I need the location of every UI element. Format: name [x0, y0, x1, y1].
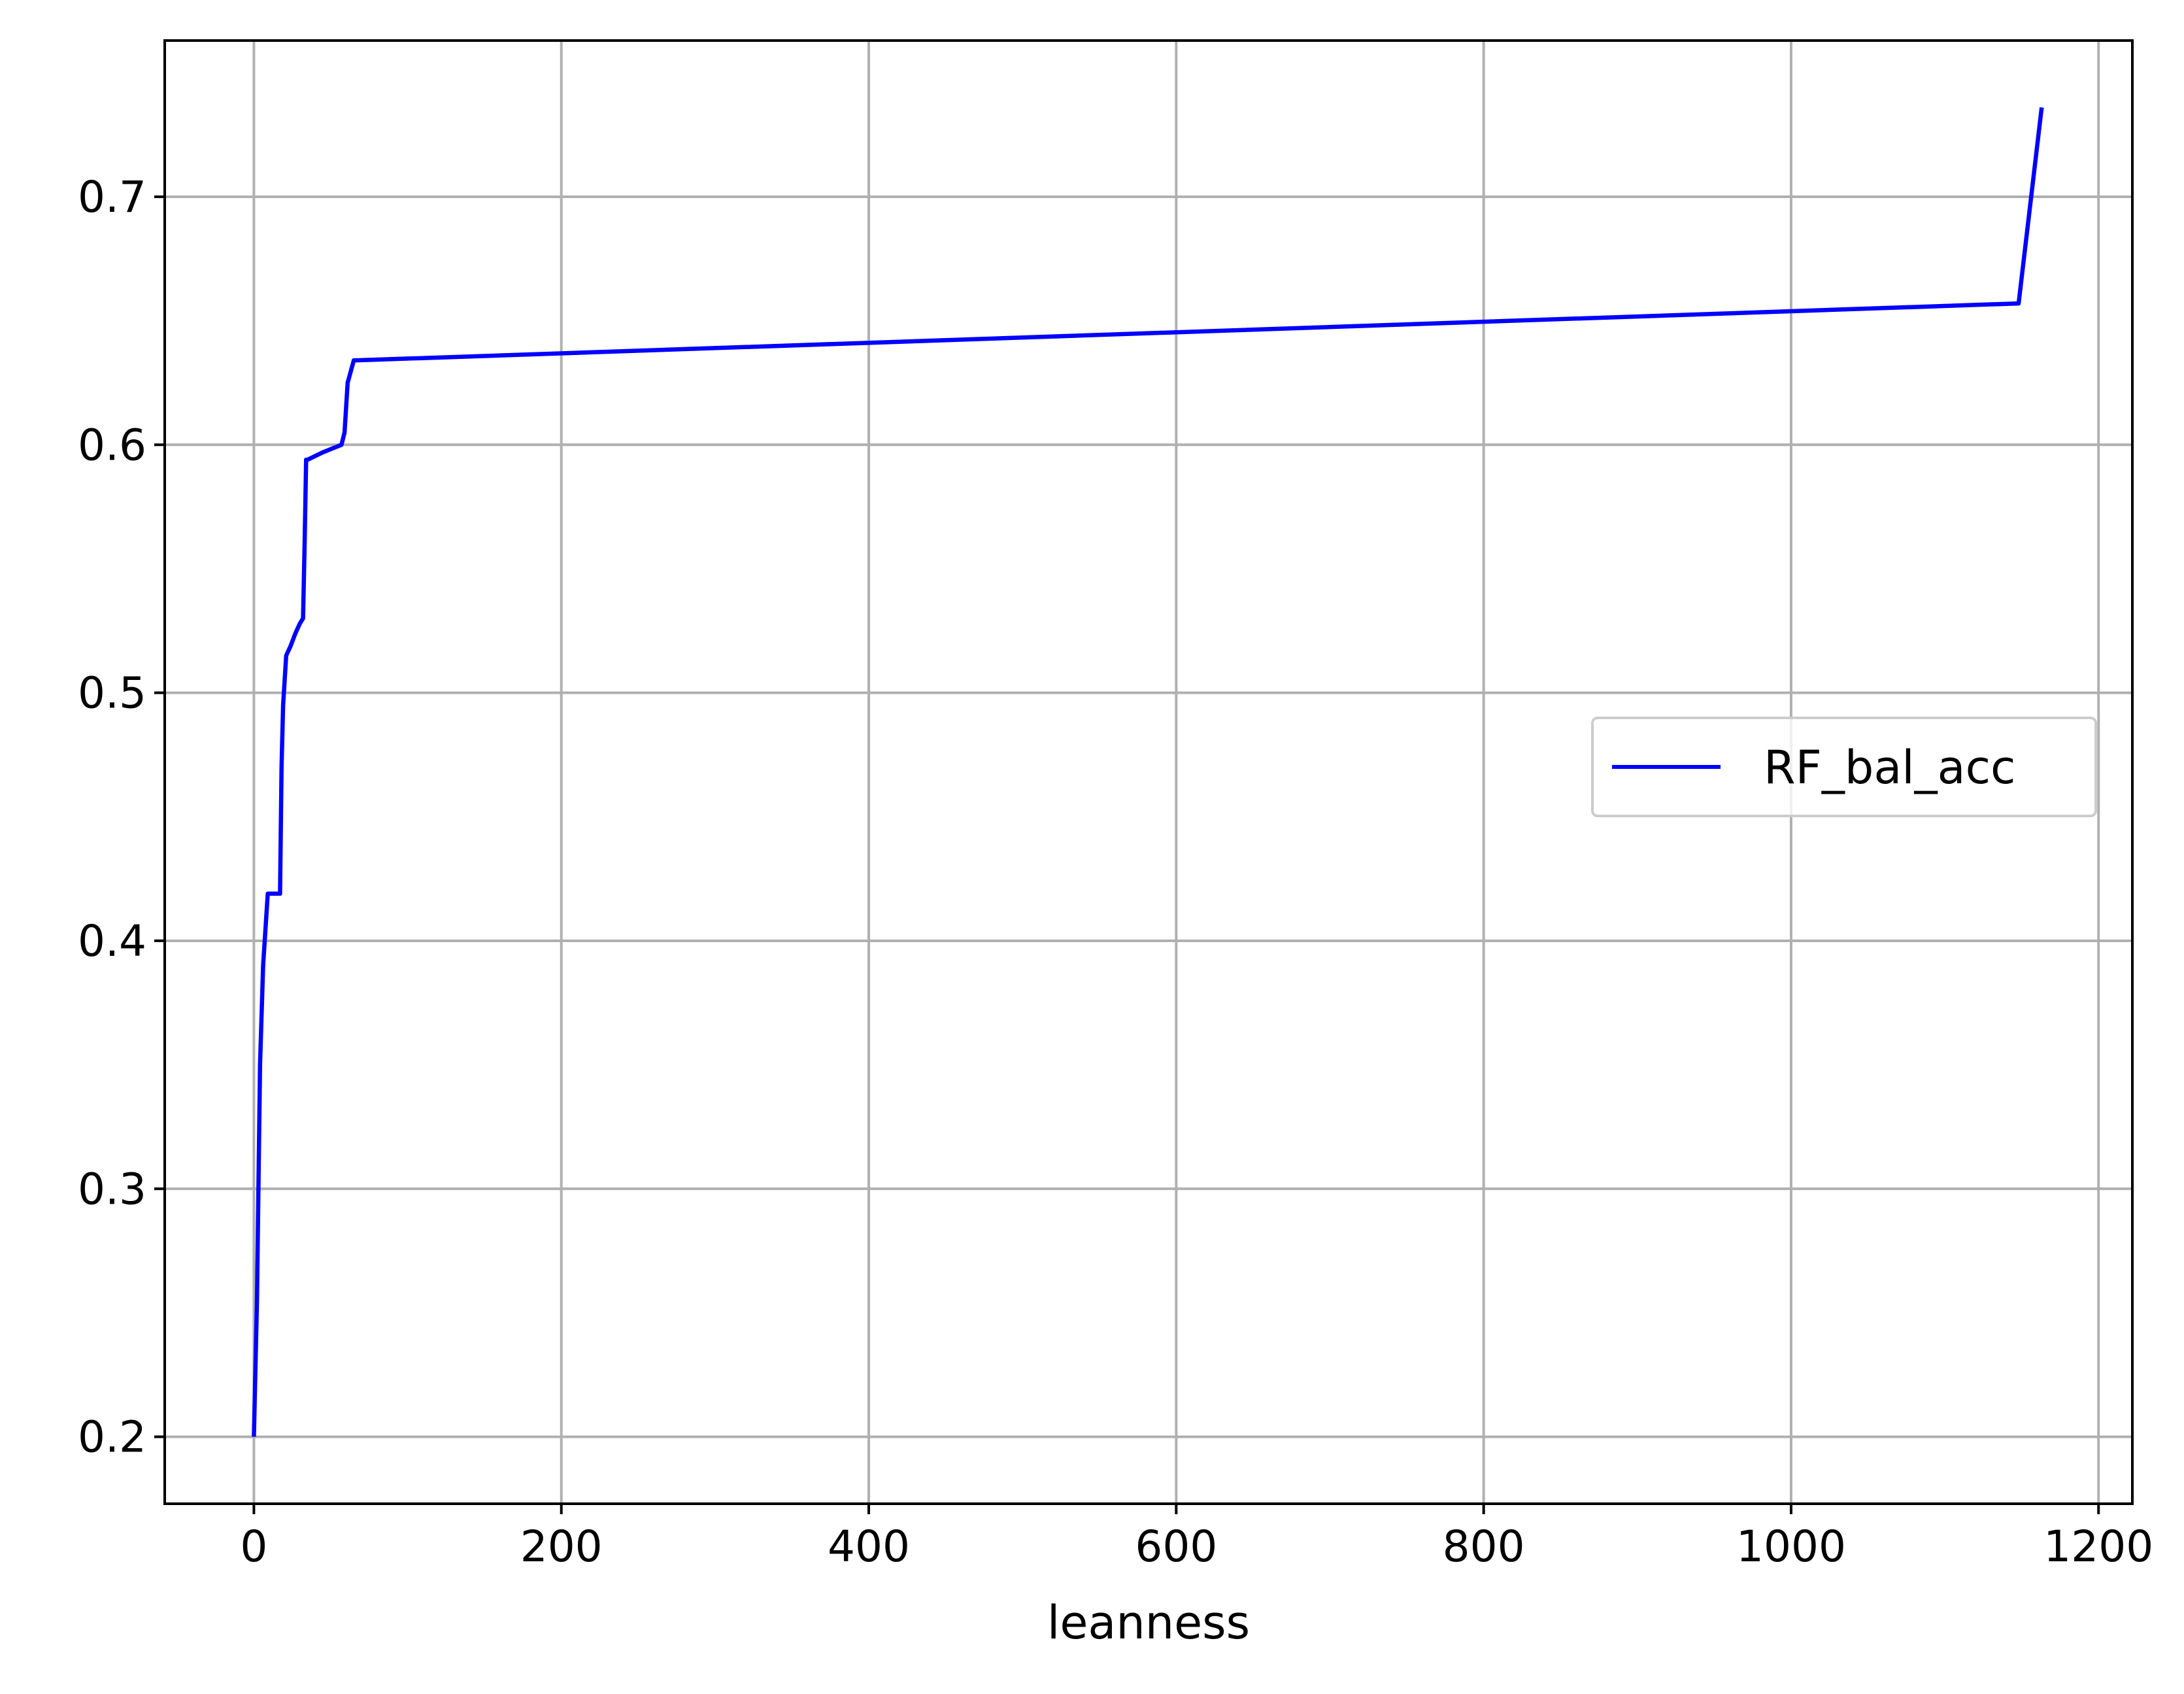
- x-tick-label: 400: [828, 1521, 910, 1572]
- x-tick-label: 1000: [1736, 1521, 1846, 1572]
- y-tick-label: 0.3: [78, 1164, 146, 1214]
- y-tick-label: 0.2: [78, 1412, 146, 1463]
- legend-entry-rf-bal-acc: RF_bal_acc: [1764, 741, 2016, 794]
- x-tick-label: 800: [1443, 1521, 1525, 1572]
- x-tick-label: 0: [240, 1521, 267, 1572]
- x-tick-label: 600: [1135, 1521, 1217, 1572]
- plot-lines: [252, 107, 2044, 1437]
- legend-box: [1591, 717, 2097, 817]
- y-tick-label: 0.6: [78, 420, 146, 470]
- y-tick-label: 0.4: [78, 916, 146, 966]
- x-axis-label: leanness: [1047, 1596, 1250, 1650]
- x-tick-label: 200: [520, 1521, 603, 1572]
- series-line-rf-bal-acc: [252, 107, 2044, 1437]
- legend: RF_bal_acc: [1591, 717, 2097, 817]
- plot-frame: [163, 39, 2134, 1505]
- y-tick-label: 0.7: [78, 172, 146, 222]
- axis-ticks: 0 200 400 600 800 1000 1200 0.2 0.3 0.4 0.5 0.6 0.7: [78, 172, 2153, 1572]
- y-tick-label: 0.5: [78, 668, 146, 719]
- x-tick-label: 1200: [2043, 1521, 2153, 1572]
